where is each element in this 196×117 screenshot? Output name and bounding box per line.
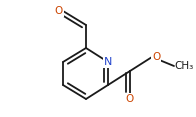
Text: O: O: [152, 52, 160, 62]
Text: N: N: [104, 57, 112, 67]
Text: O: O: [126, 94, 134, 104]
Text: CH₃: CH₃: [174, 61, 193, 71]
Text: O: O: [55, 6, 63, 16]
